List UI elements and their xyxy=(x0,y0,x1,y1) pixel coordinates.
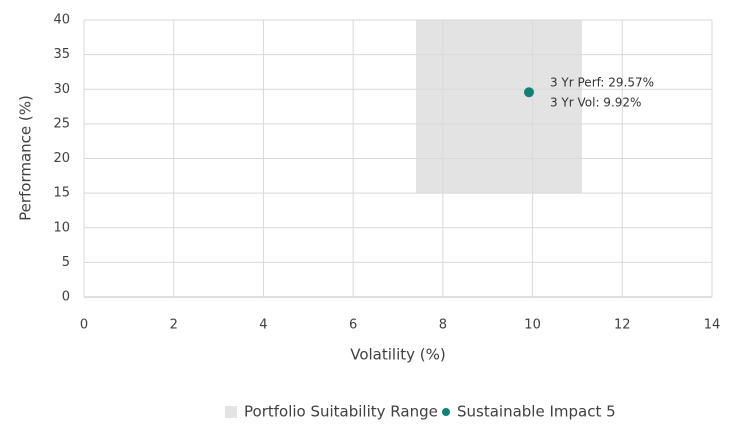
legend-swatch xyxy=(442,408,450,416)
y-tick-label: 40 xyxy=(53,13,70,28)
y-tick-label: 35 xyxy=(53,47,70,62)
suitability-range xyxy=(415,20,582,194)
annotation: 3 Yr Perf: 29.57% xyxy=(550,76,654,90)
x-tick-label: 8 xyxy=(439,318,447,333)
x-axis-title: Volatility (%) xyxy=(350,346,446,364)
x-tick-label: 6 xyxy=(349,318,357,333)
x-tick-label: 0 xyxy=(80,318,88,333)
y-tick-label: 10 xyxy=(53,220,70,235)
y-axis-title: Performance (%) xyxy=(17,95,35,221)
x-tick-label: 10 xyxy=(524,318,541,333)
x-tick-label: 4 xyxy=(259,318,267,333)
x-tick-label: 2 xyxy=(170,318,178,333)
y-tick-label: 5 xyxy=(62,255,70,270)
data-point xyxy=(523,87,534,98)
legend-label: Sustainable Impact 5 xyxy=(457,403,616,421)
y-tick-label: 30 xyxy=(53,82,70,97)
annotation: 3 Yr Vol: 9.92% xyxy=(550,96,641,110)
legend-swatch xyxy=(225,406,237,418)
x-tick-label: 12 xyxy=(614,318,631,333)
y-tick-label: 20 xyxy=(53,151,70,166)
y-tick-label: 0 xyxy=(62,290,70,305)
x-tick-label: 14 xyxy=(704,318,721,333)
y-tick-label: 15 xyxy=(53,186,70,201)
legend-label: Portfolio Suitability Range xyxy=(244,403,438,421)
y-tick-label: 25 xyxy=(53,116,70,131)
